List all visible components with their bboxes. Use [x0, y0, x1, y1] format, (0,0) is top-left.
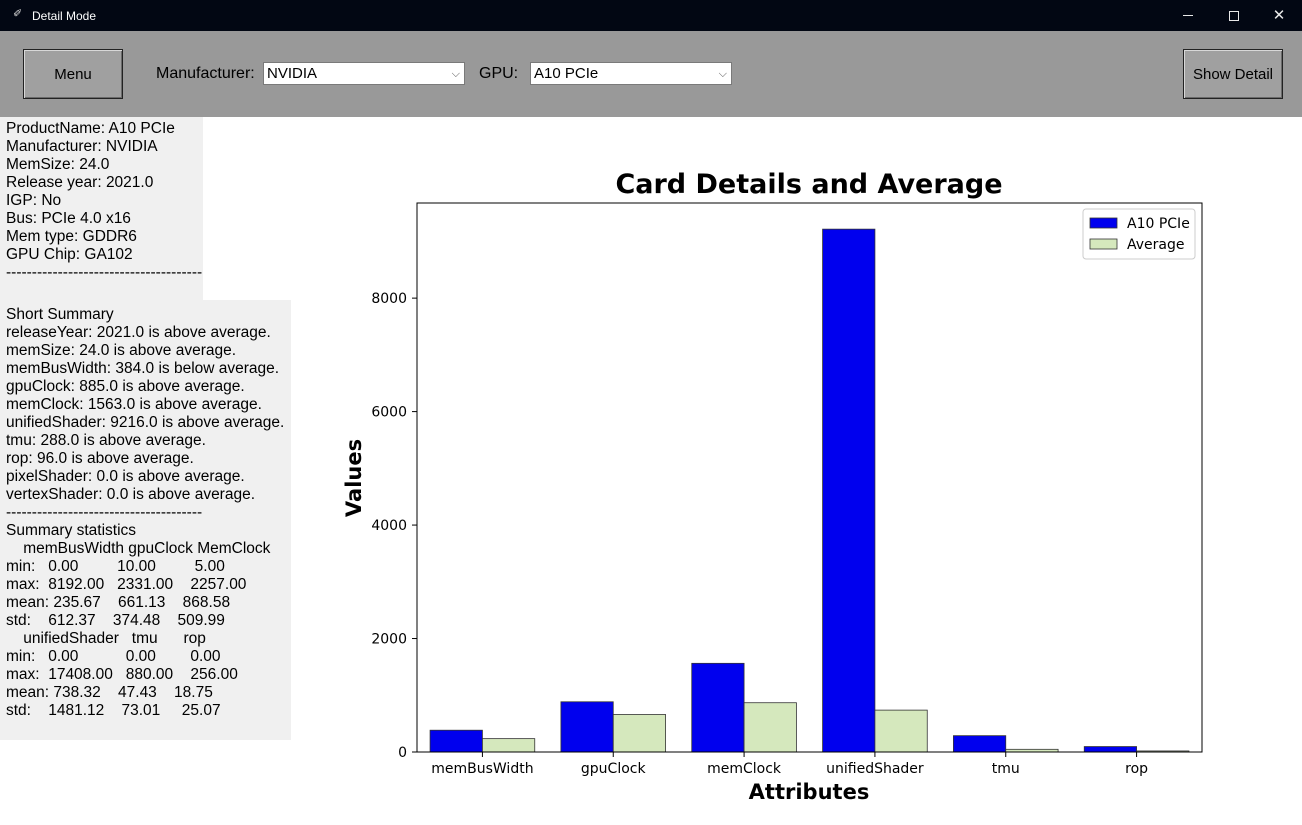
- legend-swatch: [1089, 217, 1118, 229]
- summary-line: min: 0.00 10.00 5.00: [6, 558, 225, 575]
- average-bar-gpuclock: [612, 714, 666, 753]
- details-panel: ProductName: A10 PCIe Manufacturer: NVIDI…: [0, 117, 291, 825]
- manufacturer-label: Manufacturer:: [156, 65, 255, 82]
- average-bar-membuswidth: [482, 738, 536, 753]
- summary-line: mean: 235.67 661.13 868.58: [6, 594, 231, 611]
- legend-label: A10 PCIe: [1127, 216, 1190, 232]
- info-line: Bus: PCIe 4.0 x16: [6, 210, 131, 227]
- card-bar-membuswidth: [429, 729, 483, 753]
- summary-line: unifiedShader: 9216.0 is above average.: [6, 414, 285, 431]
- info-line: IGP: No: [6, 192, 62, 209]
- summary-line: std: 612.37 374.48 509.99: [6, 612, 225, 629]
- gpu-select[interactable]: A10 PCIe ⌵: [530, 62, 732, 85]
- bar-chart: Card Details and Average Attributes Valu…: [342, 169, 1203, 804]
- summary-line: releaseYear: 2021.0 is above average.: [6, 324, 271, 341]
- y-tick-label: 8000: [371, 291, 407, 307]
- summary-line: max: 17408.00 880.00 256.00: [6, 666, 238, 683]
- summary-line: memBusWidth: 384.0 is below average.: [6, 360, 280, 377]
- legend-label: Average: [1127, 237, 1185, 253]
- summary-line: mean: 738.32 47.43 18.75: [6, 684, 213, 701]
- feather-icon: ✐: [13, 7, 23, 20]
- y-tick-label: 2000: [371, 632, 407, 648]
- maximize-button[interactable]: [1211, 0, 1257, 31]
- average-bar-memclock: [743, 702, 797, 753]
- info-line: Manufacturer: NVIDIA: [6, 138, 158, 155]
- info-line: Mem type: GDDR6: [6, 228, 137, 245]
- chart-title: Card Details and Average: [615, 169, 1002, 200]
- info-line: Release year: 2021.0: [6, 174, 154, 191]
- close-button[interactable]: ✕: [1256, 0, 1302, 31]
- x-tick-label: memBusWidth: [431, 761, 533, 777]
- card-bar-gpuclock: [560, 701, 614, 753]
- minimize-button[interactable]: [1165, 0, 1211, 31]
- menu-button[interactable]: Menu: [23, 49, 123, 99]
- summary-line: rop: 96.0 is above average.: [6, 450, 194, 467]
- summary-line: memBusWidth gpuClock MemClock: [6, 540, 271, 557]
- y-axis-label: Values: [342, 439, 366, 517]
- summary-line: pixelShader: 0.0 is above average.: [6, 468, 245, 485]
- chart-area: Card Details and Average Attributes Valu…: [291, 117, 1302, 825]
- minimize-icon: [1183, 15, 1193, 16]
- summary-box: [0, 300, 291, 740]
- summary-line: std: 1481.12 73.01 25.07: [6, 702, 221, 719]
- card-bar-unifiedshader: [822, 228, 876, 753]
- summary-line: vertexShader: 0.0 is above average.: [6, 486, 256, 503]
- close-icon: ✕: [1272, 6, 1286, 24]
- info-line: --------------------------------------: [6, 264, 203, 281]
- summary-line: max: 8192.00 2331.00 2257.00: [6, 576, 247, 593]
- title-bar: ✐ Detail Mode ✕: [0, 0, 1302, 31]
- maximize-icon: [1229, 10, 1239, 21]
- y-tick-label: 6000: [371, 405, 407, 421]
- window-title: Detail Mode: [32, 9, 97, 23]
- x-tick-label: memClock: [707, 761, 782, 777]
- card-bar-memclock: [691, 662, 745, 753]
- info-line: ProductName: A10 PCIe: [6, 120, 175, 137]
- info-line: MemSize: 24.0: [6, 156, 110, 173]
- chevron-down-icon: ⌵: [451, 67, 460, 80]
- x-axis-label: Attributes: [749, 780, 870, 804]
- x-tick-label: rop: [1125, 761, 1148, 777]
- toolbar: Menu Manufacturer: NVIDIA ⌵ GPU: A10 PCI…: [0, 31, 1302, 117]
- summary-line: tmu: 288.0 is above average.: [6, 432, 206, 449]
- summary-line: Summary statistics: [6, 522, 137, 539]
- card-bar-tmu: [953, 735, 1007, 753]
- y-tick-label: 4000: [371, 518, 407, 534]
- manufacturer-select-value: NVIDIA: [267, 65, 318, 82]
- x-tick-label: gpuClock: [581, 761, 647, 777]
- plot-frame: [416, 202, 1203, 753]
- x-tick-label: unifiedShader: [826, 761, 924, 777]
- summary-line: unifiedShader tmu rop: [6, 630, 206, 647]
- card-info-box: [0, 117, 203, 300]
- plot-area: memBusWidth gpuClock memClock unifiedShader…: [371, 202, 1203, 777]
- summary-line: --------------------------------------: [6, 504, 203, 521]
- gpu-label: GPU:: [479, 65, 519, 82]
- manufacturer-select[interactable]: NVIDIA ⌵: [263, 62, 465, 85]
- summary-line: gpuClock: 885.0 is above average.: [6, 378, 245, 395]
- summary-line: memSize: 24.0 is above average.: [6, 342, 237, 359]
- show-detail-button[interactable]: Show Detail: [1183, 49, 1283, 99]
- x-tick-label: tmu: [992, 761, 1020, 777]
- y-tick-label: 0: [398, 745, 407, 761]
- summary-line: min: 0.00 0.00 0.00: [6, 648, 221, 665]
- gpu-select-value: A10 PCIe: [534, 65, 599, 82]
- summary-line: Short Summary: [6, 306, 114, 323]
- chevron-down-icon: ⌵: [718, 67, 727, 80]
- legend-swatch: [1089, 238, 1118, 250]
- card-bar-rop: [1083, 746, 1137, 753]
- info-line: GPU Chip: GA102: [6, 246, 133, 263]
- average-bar-unifiedshader: [874, 709, 928, 753]
- summary-line: memClock: 1563.0 is above average.: [6, 396, 262, 413]
